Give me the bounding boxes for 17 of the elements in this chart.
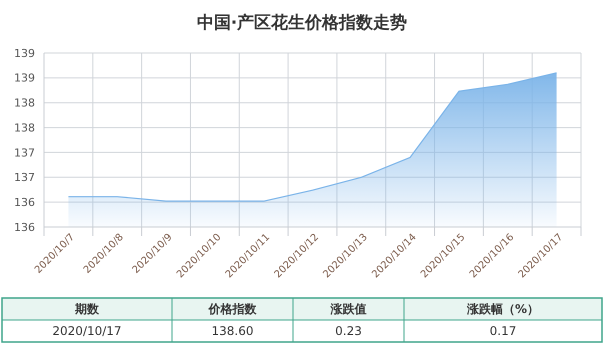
text: 0.23	[335, 324, 362, 338]
y-tick-label: 138	[14, 96, 35, 110]
text: 价格指数	[208, 302, 258, 316]
y-tick-label: 139	[14, 72, 35, 85]
text: 2020/10/17	[52, 324, 122, 338]
y-tick-label: 136	[14, 196, 35, 209]
y-tick-label: 138	[14, 121, 35, 134]
text: 138.60	[212, 324, 254, 338]
y-tick-label: 137	[14, 171, 35, 184]
y-tick-label: 136	[14, 220, 35, 234]
y-tick-label: 139	[14, 46, 35, 60]
chart-title: 中国·产区花生价格指数走势	[196, 13, 408, 33]
text: 涨跌值	[330, 302, 366, 316]
text: 涨跌幅（%）	[466, 302, 540, 316]
text: 0.17	[490, 324, 516, 338]
y-tick-label: 137	[14, 146, 35, 160]
text: 期数	[74, 302, 100, 316]
